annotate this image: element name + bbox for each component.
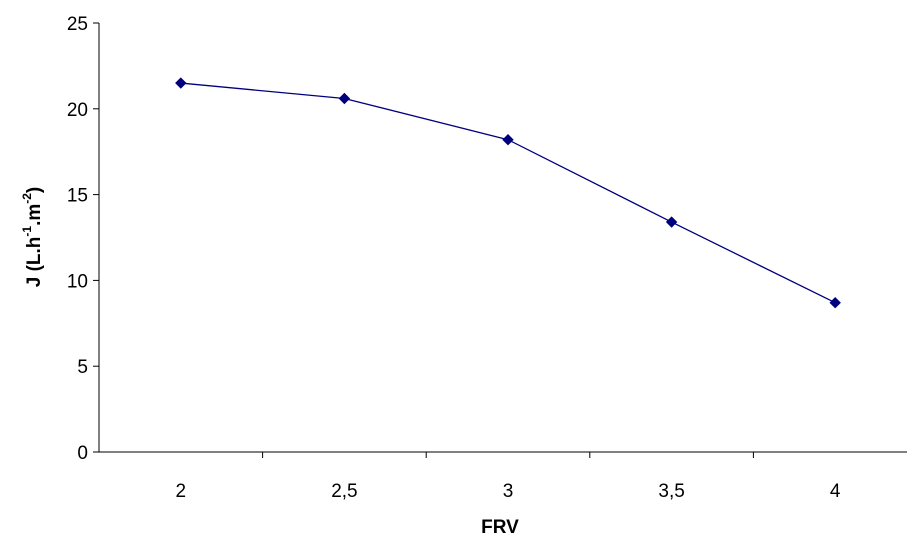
- y-tick-label: 15: [67, 186, 88, 207]
- y-tick-label: 10: [67, 271, 88, 292]
- data-point-marker: [829, 297, 841, 309]
- y-tick-label: 25: [67, 14, 88, 35]
- y-axis-title-sup-2: -2: [20, 193, 34, 204]
- series-line: [180, 82, 836, 304]
- data-point-marker: [665, 216, 678, 228]
- data-point-marker: [338, 92, 351, 105]
- series-line-path: [180, 82, 836, 304]
- series-markers: [175, 77, 841, 309]
- data-point-marker: [175, 77, 187, 89]
- y-tick-label: 0: [77, 443, 88, 464]
- y-tick-label: 20: [67, 100, 88, 121]
- x-tick-label: 3: [503, 481, 514, 502]
- data-point-marker: [502, 133, 514, 146]
- y-axis-title-part-1: J (L.h: [24, 237, 45, 288]
- axes: [98, 23, 907, 453]
- y-axis-title: J (L.h-1.m-2): [20, 187, 45, 288]
- x-ticks: 2 2,5 3 3,5 4: [176, 452, 841, 502]
- y-axis-title-part-2: .m: [24, 204, 45, 226]
- x-tick-label: 3,5: [658, 481, 684, 502]
- y-tick-label: 5: [77, 357, 88, 378]
- x-tick-label: 2: [176, 481, 187, 502]
- x-tick-label: 4: [830, 481, 841, 502]
- x-axis-title: FRV: [481, 517, 519, 538]
- y-axis-title-sup-1: -1: [20, 226, 34, 237]
- y-axis-title-part-3: ): [24, 187, 45, 193]
- x-tick-label: 2,5: [331, 481, 357, 502]
- y-ticks: 0 5 10 15 20 25: [67, 14, 99, 464]
